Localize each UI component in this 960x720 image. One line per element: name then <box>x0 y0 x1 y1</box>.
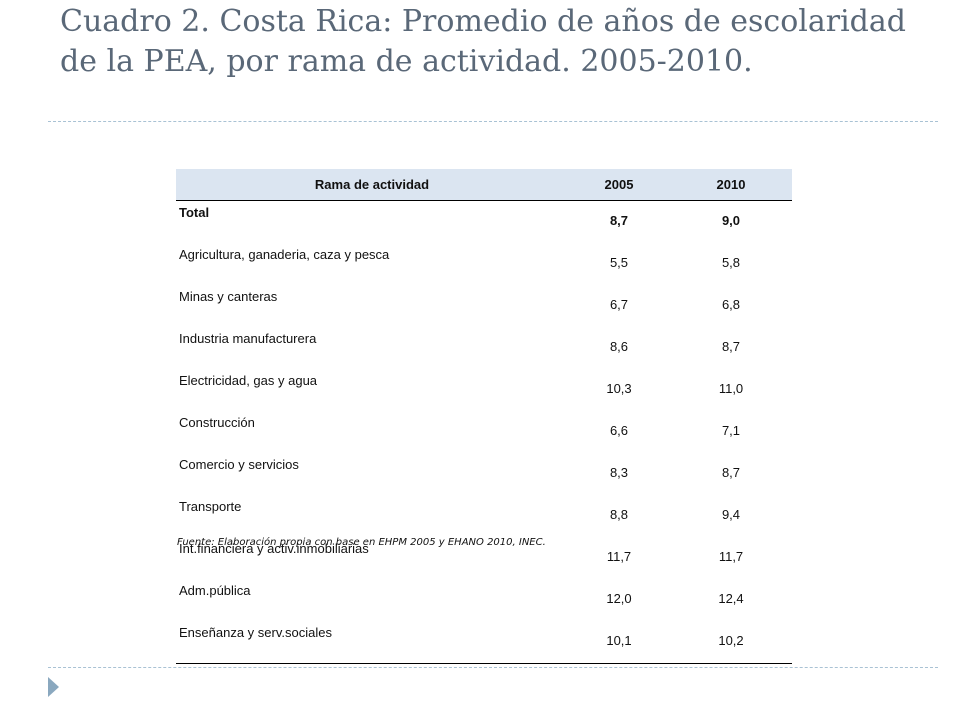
value-2010: 9,0 <box>721 213 741 228</box>
table-row: Construcción 6,6 7,1 <box>176 411 792 453</box>
table-row: Enseñanza y serv.sociales 10,1 10,2 <box>176 621 792 664</box>
value-2005: 10,3 <box>606 381 632 396</box>
header-2010: 2010 <box>670 169 792 201</box>
row-label: Total <box>179 205 210 220</box>
header-2005: 2005 <box>568 169 670 201</box>
table-row: Comercio y servicios 8,3 8,7 <box>176 453 792 495</box>
value-2005: 12,0 <box>606 591 632 606</box>
value-2005: 6,7 <box>609 297 629 312</box>
table-row: Industria manufacturera 8,6 8,7 <box>176 327 792 369</box>
value-2010: 7,1 <box>721 423 741 438</box>
footer-divider <box>48 667 938 668</box>
row-label: Comercio y servicios <box>179 457 299 472</box>
row-label: Int.financiera y activ.inmobiliarias <box>179 541 369 556</box>
row-label: Construcción <box>179 415 255 430</box>
value-2010: 8,7 <box>721 339 741 354</box>
table-row: Agricultura, ganaderia, caza y pesca 5,5… <box>176 243 792 285</box>
value-2010: 6,8 <box>721 297 741 312</box>
header-rama: Rama de actividad <box>176 169 568 201</box>
value-2005: 8,3 <box>609 465 629 480</box>
table-row: Minas y canteras 6,7 6,8 <box>176 285 792 327</box>
table-row: Adm.pública 12,0 12,4 <box>176 579 792 621</box>
row-label: Industria manufacturera <box>179 331 317 346</box>
value-2005: 8,7 <box>609 213 629 228</box>
row-label: Electricidad, gas y agua <box>179 373 318 388</box>
value-2005: 8,6 <box>609 339 629 354</box>
value-2010: 5,8 <box>721 255 741 270</box>
value-2010: 11,7 <box>718 549 744 564</box>
table-row: Transporte 8,8 9,4 <box>176 495 792 537</box>
table-row-total: Total 8,7 9,0 <box>176 201 792 244</box>
row-label: Agricultura, ganaderia, caza y pesca <box>179 247 390 262</box>
table-header-row: Rama de actividad 2005 2010 <box>176 169 792 201</box>
row-label: Transporte <box>179 499 242 514</box>
value-2010: 10,2 <box>670 621 792 664</box>
source-note: Fuente: Elaboración propia con base en E… <box>177 537 546 548</box>
table-row: Electricidad, gas y agua 10,3 11,0 <box>176 369 792 411</box>
row-label: Enseñanza y serv.sociales <box>176 621 568 664</box>
value-2005: 5,5 <box>609 255 629 270</box>
value-2005: 10,1 <box>568 621 670 664</box>
row-label: Minas y canteras <box>179 289 278 304</box>
value-2005: 11,7 <box>606 549 632 564</box>
slide-title: Cuadro 2. Costa Rica: Promedio de años d… <box>60 4 906 79</box>
triangle-bullet-icon <box>48 677 59 697</box>
value-2005: 8,8 <box>609 507 629 522</box>
title-divider <box>48 121 938 122</box>
schooling-table: Rama de actividad 2005 2010 Total 8,7 9,… <box>176 169 792 664</box>
value-2005: 6,6 <box>609 423 629 438</box>
value-2010: 12,4 <box>718 591 744 606</box>
value-2010: 8,7 <box>721 465 741 480</box>
value-2010: 9,4 <box>721 507 741 522</box>
value-2010: 11,0 <box>718 381 744 396</box>
row-label: Adm.pública <box>179 583 251 598</box>
table-row: Int.financiera y activ.inmobiliarias 11,… <box>176 537 792 579</box>
